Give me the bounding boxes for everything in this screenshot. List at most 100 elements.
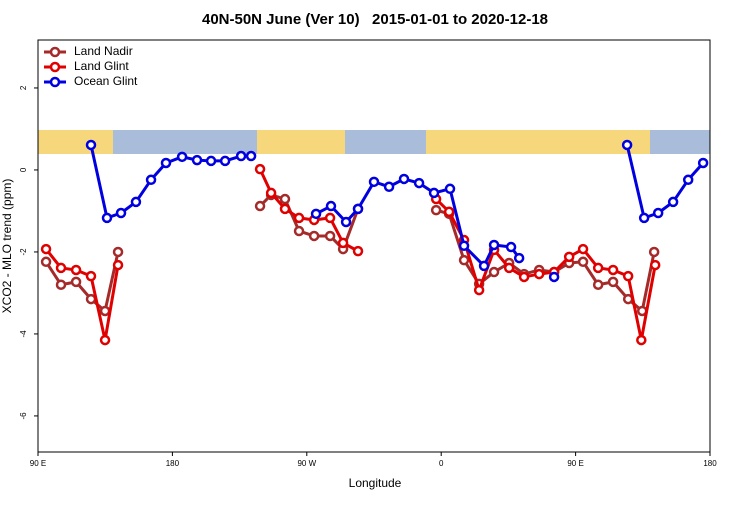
y-tick-label: -2 xyxy=(19,248,28,256)
legend-label: Land Nadir xyxy=(74,44,133,58)
data-point xyxy=(577,243,589,255)
data-point xyxy=(219,155,231,167)
data-point xyxy=(428,187,440,199)
x-tick-label: 0 xyxy=(439,459,444,468)
data-point xyxy=(636,334,647,346)
data-point xyxy=(518,271,530,283)
data-point xyxy=(458,254,470,266)
data-point xyxy=(458,240,470,252)
data-point xyxy=(352,203,364,215)
series-line xyxy=(89,144,252,220)
data-point xyxy=(70,264,82,276)
data-point xyxy=(130,196,142,208)
data-point xyxy=(324,212,336,224)
data-point xyxy=(55,262,67,274)
data-point xyxy=(293,225,305,237)
data-point xyxy=(254,163,266,175)
x-tick-label: 180 xyxy=(166,459,180,468)
data-point xyxy=(652,207,664,219)
data-point xyxy=(85,139,97,151)
data-point xyxy=(325,200,337,212)
data-point xyxy=(340,216,352,228)
data-point xyxy=(398,173,410,185)
data-point xyxy=(99,334,111,346)
data-point xyxy=(191,154,203,166)
data-point xyxy=(478,260,490,272)
data-point xyxy=(503,262,515,274)
data-point xyxy=(293,212,305,224)
x-tick-label: 180 xyxy=(703,459,717,468)
data-point xyxy=(112,259,124,271)
data-point xyxy=(40,243,52,255)
data-point xyxy=(254,200,266,212)
data-point xyxy=(85,293,97,305)
data-point xyxy=(160,157,172,169)
y-tick-label: -4 xyxy=(19,330,28,338)
data-point xyxy=(176,151,188,163)
data-point xyxy=(99,305,111,317)
series-line xyxy=(435,208,656,313)
data-point xyxy=(205,155,217,167)
data-point xyxy=(533,268,545,280)
data-point xyxy=(622,270,634,282)
data-point xyxy=(337,237,349,249)
legend-label: Ocean Glint xyxy=(74,74,138,88)
data-point xyxy=(85,270,97,282)
data-point xyxy=(308,230,320,242)
data-point xyxy=(488,266,500,278)
data-point xyxy=(430,204,442,216)
data-point xyxy=(265,187,277,199)
data-point xyxy=(413,177,425,189)
data-point xyxy=(40,256,52,268)
data-point xyxy=(473,284,485,296)
data-point xyxy=(279,203,291,215)
chart-title: 40N-50N June (Ver 10) 2015-01-01 to 2020… xyxy=(202,11,548,28)
data-point xyxy=(667,196,679,208)
data-point xyxy=(279,193,291,205)
data-point xyxy=(505,241,517,253)
data-point xyxy=(55,279,67,290)
x-axis-label: Longitude xyxy=(349,476,402,490)
y-tick-label: 2 xyxy=(19,85,28,90)
data-point xyxy=(682,174,694,186)
data-point xyxy=(563,251,575,263)
data-point xyxy=(648,246,660,258)
data-point xyxy=(145,174,157,186)
data-point xyxy=(697,157,709,169)
data-point xyxy=(383,181,395,193)
data-point xyxy=(112,246,124,258)
x-tick-label: 90 E xyxy=(30,459,46,468)
data-point xyxy=(352,245,364,257)
data-point xyxy=(235,150,247,162)
y-axis-label: XCO2 - MLO trend (ppm) xyxy=(0,179,14,314)
data-point xyxy=(245,150,257,162)
legend-marker xyxy=(49,61,61,73)
data-point xyxy=(607,264,619,276)
series-line xyxy=(435,197,657,342)
data-point xyxy=(115,207,127,219)
data-point xyxy=(488,239,500,251)
data-point xyxy=(324,230,336,242)
data-point xyxy=(513,252,525,264)
x-tick-label: 90 W xyxy=(297,459,316,468)
plot-frame xyxy=(37,39,711,453)
data-point xyxy=(310,208,322,220)
data-point xyxy=(443,206,455,218)
y-tick-label: 0 xyxy=(19,167,28,172)
data-point xyxy=(607,276,619,288)
legend-marker xyxy=(49,76,61,88)
data-point xyxy=(621,139,633,151)
legend-marker xyxy=(49,46,61,58)
data-point xyxy=(368,176,380,188)
data-point xyxy=(638,212,650,224)
data-point xyxy=(444,183,456,195)
data-point xyxy=(649,259,661,271)
data-point xyxy=(70,276,82,288)
y-tick-label: -6 xyxy=(19,412,28,420)
data-point xyxy=(548,271,560,283)
x-tick-label: 90 E xyxy=(567,459,583,468)
data-point xyxy=(101,212,113,224)
data-point xyxy=(577,256,589,268)
data-point xyxy=(592,279,604,290)
